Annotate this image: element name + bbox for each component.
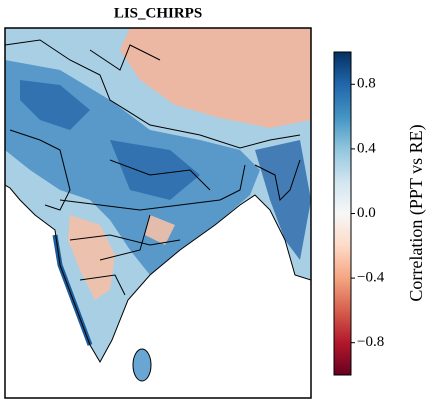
colorbar-tick-label: 0.8 (357, 76, 376, 92)
colorbar-tick-label: −0.4 (357, 270, 385, 286)
map-frame (4, 27, 312, 399)
dry-region (68, 215, 175, 300)
wet-region (20, 80, 311, 260)
colorbar-tick-label: −0.8 (357, 334, 384, 350)
colorbar (333, 51, 352, 376)
map (5, 28, 311, 382)
sri-lanka (133, 349, 151, 381)
dry-region (120, 28, 311, 128)
colorbar-label: Correlation (PPT vs RE) (406, 124, 427, 301)
map-title: LIS_CHIRPS (114, 5, 202, 21)
boundaries (5, 39, 311, 382)
colorbar-gradient (333, 51, 352, 376)
colorbar-tick-label: 0.4 (357, 140, 376, 156)
colorbar-tick-label: 0.0 (357, 205, 376, 221)
